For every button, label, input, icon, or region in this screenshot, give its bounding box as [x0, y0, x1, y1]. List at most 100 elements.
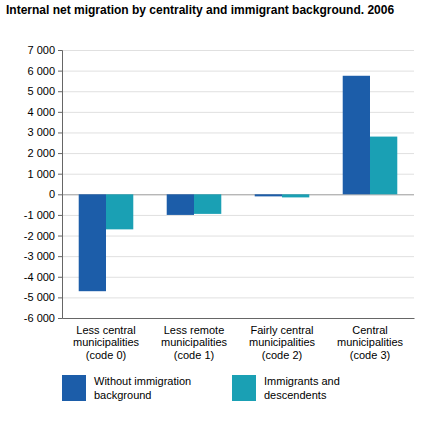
grid-line [62, 277, 414, 278]
tick-mark [58, 112, 62, 113]
tick-label: 6 000 [27, 65, 55, 77]
tick-label: 2 000 [27, 147, 55, 159]
bar [167, 194, 194, 215]
text-line: descendents [264, 389, 327, 401]
tick-mark [58, 194, 62, 195]
tick: 6 000 [27, 65, 62, 77]
tick: -1 000 [24, 209, 62, 221]
tick: Less centralmunicipalities(code 0) [73, 324, 140, 361]
tick: Fairly centralmunicipalities(code 2) [249, 324, 316, 361]
tick: 0 [49, 188, 62, 200]
tick-label: -6 000 [24, 312, 55, 324]
tick: 1 000 [27, 168, 62, 180]
grid-line [62, 297, 414, 298]
legend-swatch [232, 375, 256, 401]
tick-label: -5 000 [24, 291, 55, 303]
series [106, 137, 397, 230]
bar [343, 76, 370, 195]
series [79, 76, 370, 291]
tick-mark [58, 277, 62, 278]
grid-line [62, 236, 414, 237]
bar [255, 194, 282, 196]
tick: 3 000 [27, 126, 62, 138]
tick-mark [58, 174, 62, 175]
tick-label: -4 000 [24, 271, 55, 283]
y-axis: -6 000 -5 000 -4 000 -3 000 -2 000 -1 000 0 1 0… [24, 44, 63, 324]
chart: Internal net migration by centrality and… [0, 0, 426, 423]
grid [62, 51, 414, 319]
title: Internal net migration by centrality and… [6, 3, 394, 17]
tick-label: Fairly centralmunicipalities(code 2) [249, 324, 316, 361]
legend-label: Immigrants and descendents [264, 375, 340, 400]
axis-line [63, 318, 415, 319]
tick: Less remotemunicipalities(code 1) [161, 324, 228, 361]
legend-swatch [62, 375, 86, 401]
tick: 2 000 [27, 147, 62, 159]
text-line: (code 3) [350, 349, 390, 361]
tick-mark [58, 215, 62, 216]
legend: Without immigration background Immigrants … [62, 375, 340, 401]
text-line: Less central [76, 324, 135, 336]
bar [370, 137, 397, 195]
tick: -6 000 [24, 312, 62, 324]
text-line: Fairly central [251, 324, 314, 336]
tick: Centralmunicipalities(code 3) [337, 324, 404, 361]
tick: -2 000 [24, 230, 62, 242]
tick: -3 000 [24, 250, 62, 262]
legend-label: Without immigration background [94, 375, 191, 400]
text-line: (code 1) [174, 349, 214, 361]
tick-mark [58, 50, 62, 51]
tick-label: Less remotemunicipalities(code 1) [161, 324, 228, 361]
tick-mark [58, 256, 62, 257]
tick-mark [58, 71, 62, 72]
bar [282, 194, 309, 197]
tick-label: 3 000 [27, 126, 55, 138]
tick-label: Centralmunicipalities(code 3) [337, 324, 404, 361]
tick: -4 000 [24, 271, 62, 283]
tick-mark [58, 132, 62, 133]
text-line: municipalities [337, 336, 404, 348]
x-axis: Less centralmunicipalities(code 0)Less r… [63, 319, 415, 362]
text-line: Internal net migration by centrality and… [6, 3, 394, 17]
tick-label: Less centralmunicipalities(code 0) [73, 324, 140, 361]
bar [106, 194, 133, 229]
tick-label: -1 000 [24, 209, 55, 221]
text-line: municipalities [161, 336, 228, 348]
tick-mark [58, 91, 62, 92]
tick: 4 000 [27, 106, 62, 118]
tick-label: -2 000 [24, 230, 55, 242]
text-line: Central [352, 324, 387, 336]
tick: 5 000 [27, 85, 62, 97]
tick-label: -3 000 [24, 250, 55, 262]
bars [79, 76, 398, 291]
tick-mark [58, 318, 62, 319]
text-line: Less remote [164, 324, 225, 336]
grid-line [62, 318, 414, 319]
axis-line [58, 51, 63, 319]
tick-mark [58, 236, 62, 237]
legend-item: Without immigration background [62, 375, 191, 401]
tick-mark [58, 153, 62, 154]
tick: -5 000 [24, 291, 62, 303]
bar [79, 194, 106, 291]
text-line: Immigrants and [264, 375, 340, 387]
grid-line [62, 71, 414, 72]
tick-label: 4 000 [27, 106, 55, 118]
tick-label: 5 000 [27, 85, 55, 97]
text-line: background [94, 389, 152, 401]
bar [194, 194, 221, 214]
text-line: municipalities [249, 336, 316, 348]
text-line: Without immigration [94, 375, 191, 387]
plot: -6 000 -5 000 -4 000 -3 000 -2 000 -1 000 0 1 0… [24, 44, 415, 361]
legend-item: Immigrants and descendents [232, 375, 340, 401]
text-line: (code 2) [262, 349, 302, 361]
tick-mark [58, 297, 62, 298]
tick-label: 1 000 [27, 168, 55, 180]
text-line: (code 0) [86, 349, 126, 361]
grid-line [62, 256, 414, 257]
tick-label: 7 000 [27, 44, 55, 56]
grid-line [62, 50, 414, 51]
tick-label: 0 [49, 188, 55, 200]
text-line: municipalities [73, 336, 140, 348]
tick: 7 000 [27, 44, 62, 56]
